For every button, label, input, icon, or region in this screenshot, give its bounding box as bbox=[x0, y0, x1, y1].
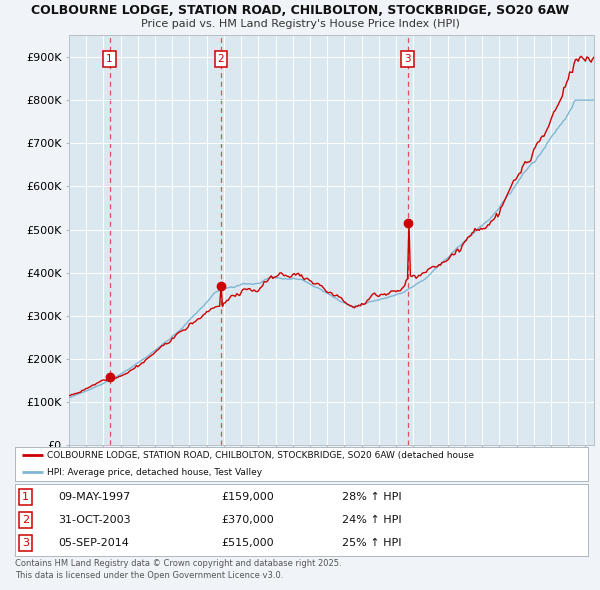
Text: £370,000: £370,000 bbox=[221, 515, 274, 525]
Text: 3: 3 bbox=[22, 538, 29, 548]
Text: 31-OCT-2003: 31-OCT-2003 bbox=[58, 515, 131, 525]
Text: 28% ↑ HPI: 28% ↑ HPI bbox=[341, 491, 401, 502]
Text: COLBOURNE LODGE, STATION ROAD, CHILBOLTON, STOCKBRIDGE, SO20 6AW: COLBOURNE LODGE, STATION ROAD, CHILBOLTO… bbox=[31, 4, 569, 17]
Text: £515,000: £515,000 bbox=[221, 538, 274, 548]
Text: 3: 3 bbox=[404, 54, 411, 64]
Text: 1: 1 bbox=[106, 54, 113, 64]
Text: 24% ↑ HPI: 24% ↑ HPI bbox=[341, 515, 401, 525]
Text: COLBOURNE LODGE, STATION ROAD, CHILBOLTON, STOCKBRIDGE, SO20 6AW (detached house: COLBOURNE LODGE, STATION ROAD, CHILBOLTO… bbox=[47, 451, 473, 460]
Text: £159,000: £159,000 bbox=[221, 491, 274, 502]
Text: 2: 2 bbox=[22, 515, 29, 525]
Text: 25% ↑ HPI: 25% ↑ HPI bbox=[341, 538, 401, 548]
Text: 1: 1 bbox=[22, 491, 29, 502]
Text: 2: 2 bbox=[218, 54, 224, 64]
Text: Contains HM Land Registry data © Crown copyright and database right 2025.
This d: Contains HM Land Registry data © Crown c… bbox=[15, 559, 341, 580]
Text: Price paid vs. HM Land Registry's House Price Index (HPI): Price paid vs. HM Land Registry's House … bbox=[140, 19, 460, 29]
Text: HPI: Average price, detached house, Test Valley: HPI: Average price, detached house, Test… bbox=[47, 468, 262, 477]
Text: 09-MAY-1997: 09-MAY-1997 bbox=[58, 491, 130, 502]
Text: 05-SEP-2014: 05-SEP-2014 bbox=[58, 538, 129, 548]
